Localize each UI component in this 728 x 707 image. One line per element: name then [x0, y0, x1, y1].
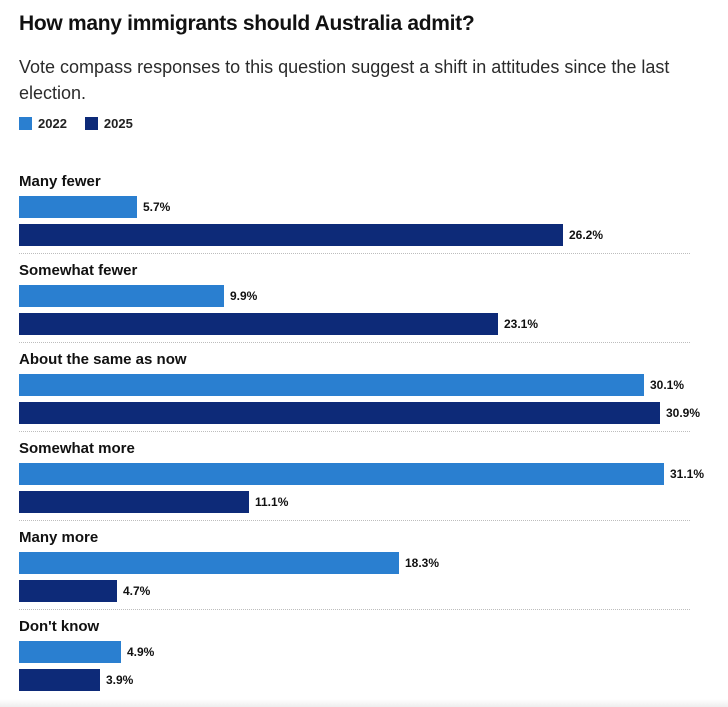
legend: 2022 2025 — [19, 116, 133, 131]
bar-2025-about-the-same-as-now — [19, 402, 660, 424]
bottom-fade — [0, 699, 728, 707]
category-divider — [19, 253, 690, 254]
category-label-many-more: Many more — [19, 529, 99, 546]
value-label-2025-somewhat-more: 11.1% — [255, 495, 289, 509]
category-divider — [19, 431, 690, 432]
bar-2025-somewhat-more — [19, 491, 249, 513]
value-label-2025-about-the-same-as-now: 30.9% — [666, 406, 701, 420]
legend-swatch-2025 — [84, 117, 98, 130]
category-label-many-fewer: Many fewer — [19, 173, 101, 190]
bar-2022-many-more — [19, 552, 399, 574]
category-divider — [19, 520, 690, 521]
category-label-somewhat-more: Somewhat more — [19, 440, 135, 457]
bar-2022-don-t-know — [19, 641, 121, 663]
bar-2022-somewhat-fewer — [19, 285, 224, 307]
value-label-2022-many-fewer: 5.7% — [143, 200, 171, 214]
chart-subtitle: Vote compass responses to this question … — [19, 57, 670, 103]
bar-2022-somewhat-more — [19, 463, 664, 485]
chart-title: How many immigrants should Australia adm… — [19, 12, 475, 35]
bar-2022-many-fewer — [19, 196, 137, 218]
bar-2025-somewhat-fewer — [19, 313, 498, 335]
value-label-2022-about-the-same-as-now: 30.1% — [650, 378, 685, 392]
legend-item-2025: 2025 — [84, 116, 133, 131]
category-label-somewhat-fewer: Somewhat fewer — [19, 262, 138, 279]
value-label-2022-somewhat-more: 31.1% — [670, 467, 705, 481]
bar-2025-many-fewer — [19, 224, 563, 246]
value-label-2022-don-t-know: 4.9% — [127, 645, 155, 659]
legend-item-2022: 2022 — [19, 116, 67, 131]
category-label-don-t-know: Don't know — [19, 618, 100, 635]
value-label-2022-many-more: 18.3% — [405, 556, 440, 570]
bar-2025-don-t-know — [19, 669, 100, 691]
value-label-2025-don-t-know: 3.9% — [106, 673, 134, 687]
category-label-about-the-same-as-now: About the same as now — [19, 351, 187, 368]
legend-label-2025: 2025 — [103, 116, 133, 131]
value-label-2022-somewhat-fewer: 9.9% — [230, 289, 258, 303]
value-label-2025-many-more: 4.7% — [123, 584, 151, 598]
value-label-2025-somewhat-fewer: 23.1% — [504, 317, 539, 331]
legend-label-2022: 2022 — [38, 116, 67, 131]
bar-2022-about-the-same-as-now — [19, 374, 644, 396]
category-divider — [19, 609, 690, 610]
legend-swatch-2022 — [19, 117, 32, 130]
category-divider — [19, 342, 690, 343]
bar-2025-many-more — [19, 580, 117, 602]
value-label-2025-many-fewer: 26.2% — [569, 228, 604, 242]
